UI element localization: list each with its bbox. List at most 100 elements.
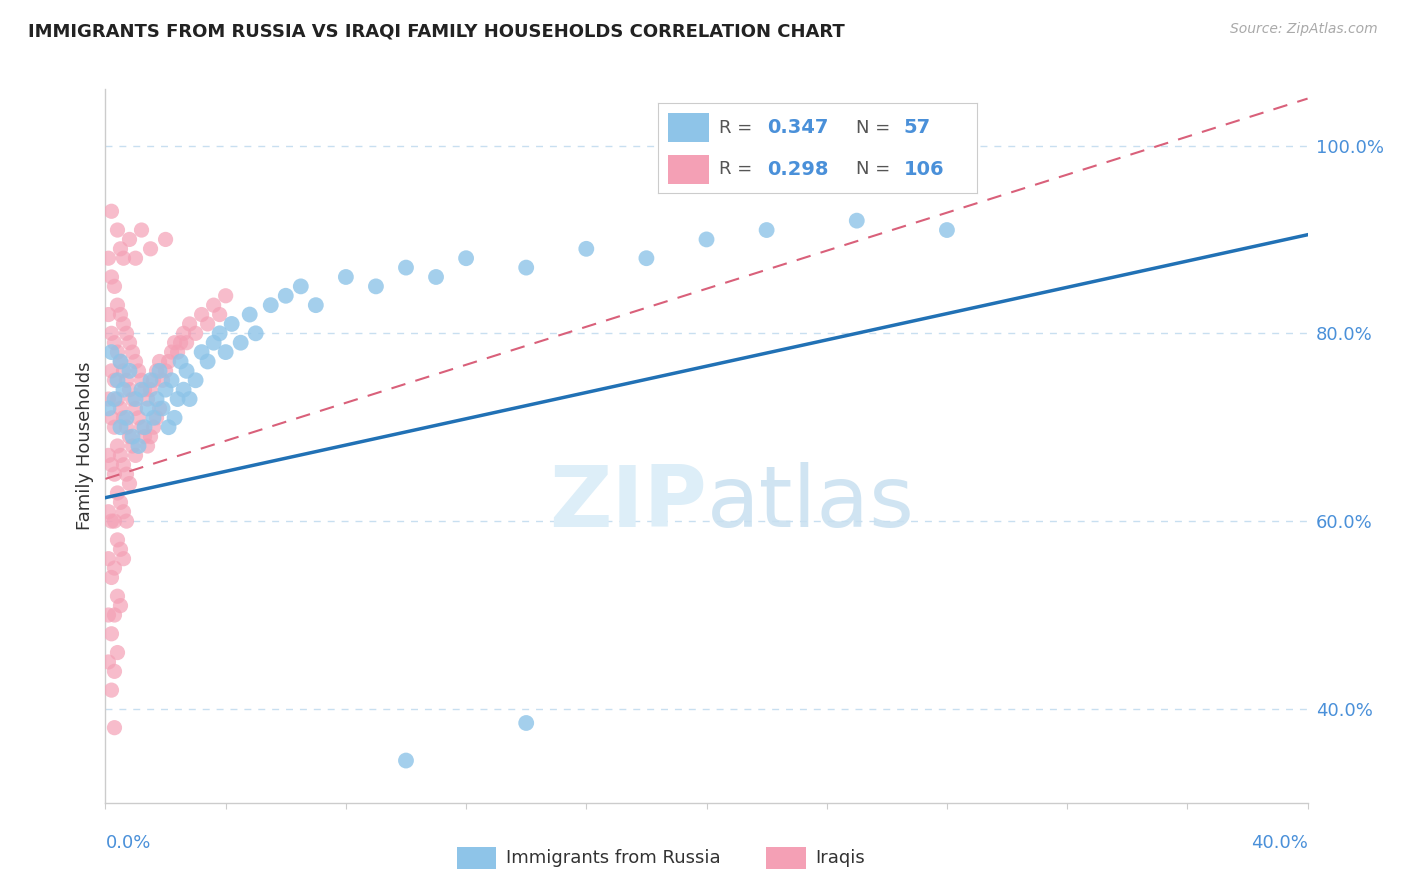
Point [136,392,159,406]
Point [115,373,138,387]
Point [139,242,162,256]
Point [176,364,198,378]
Text: R =: R = [718,161,758,178]
Point [103,607,125,622]
Point [163,410,186,425]
Point [157,354,180,368]
Point [163,335,186,350]
Point [103,665,125,679]
Point [103,392,125,406]
Bar [668,155,710,184]
Point [124,401,146,416]
Point [166,392,188,406]
Point [110,542,132,557]
Point [124,449,146,463]
Point [179,317,201,331]
Point [176,335,198,350]
Point [118,476,141,491]
Point [97,401,120,416]
Point [118,364,141,378]
Point [115,326,138,341]
Point [155,383,177,397]
Bar [668,113,710,142]
Point [107,589,129,603]
Point [97,655,120,669]
Point [112,410,135,425]
Point [121,392,143,406]
Point [118,383,141,397]
Point [148,364,170,378]
Point [107,345,129,359]
Text: 57: 57 [904,118,931,137]
Point [160,345,183,359]
Text: ZIP: ZIP [548,461,707,545]
Point [115,514,138,528]
Text: IMMIGRANTS FROM RUSSIA VS IRAQI FAMILY HOUSEHOLDS CORRELATION CHART: IMMIGRANTS FROM RUSSIA VS IRAQI FAMILY H… [28,22,845,40]
Point [97,251,120,265]
Point [110,599,132,613]
Point [136,401,159,416]
Point [103,420,125,434]
Point [128,410,150,425]
Point [139,429,162,443]
Point [110,354,132,368]
Point [139,383,162,397]
Point [107,486,129,500]
Point [124,251,146,265]
Point [103,561,125,575]
Text: 0.0%: 0.0% [105,834,150,852]
Point [136,439,159,453]
Point [173,383,195,397]
Point [305,298,328,312]
Text: 106: 106 [904,160,945,179]
Point [184,373,207,387]
Point [184,326,207,341]
Point [142,373,165,387]
Point [103,514,125,528]
Point [131,223,153,237]
Point [157,420,180,434]
Point [112,383,135,397]
Point [97,308,120,322]
Point [124,392,146,406]
Point [134,420,156,434]
Point [131,373,153,387]
Point [208,308,231,322]
Point [100,326,122,341]
Point [103,335,125,350]
Point [696,232,718,246]
Point [202,298,225,312]
Point [202,335,225,350]
Point [179,392,201,406]
Point [364,279,387,293]
Point [110,420,132,434]
Point [112,458,135,472]
Point [274,289,297,303]
Point [110,401,132,416]
Point [145,410,167,425]
Point [221,317,243,331]
Point [142,420,165,434]
Point [97,607,120,622]
Point [107,646,129,660]
Text: Immigrants from Russia: Immigrants from Russia [506,849,721,867]
Point [97,505,120,519]
Point [190,308,212,322]
Text: N =: N = [856,161,896,178]
Point [335,270,357,285]
Point [112,317,135,331]
Point [169,354,191,368]
Point [100,514,122,528]
Point [110,308,132,322]
Text: N =: N = [856,119,896,136]
Text: 0.298: 0.298 [766,160,828,179]
Point [155,364,177,378]
Point [100,410,122,425]
Text: 0.347: 0.347 [766,118,828,137]
Point [107,298,129,312]
Point [103,373,125,387]
Point [515,260,537,275]
Point [100,627,122,641]
Point [103,279,125,293]
Point [229,335,252,350]
